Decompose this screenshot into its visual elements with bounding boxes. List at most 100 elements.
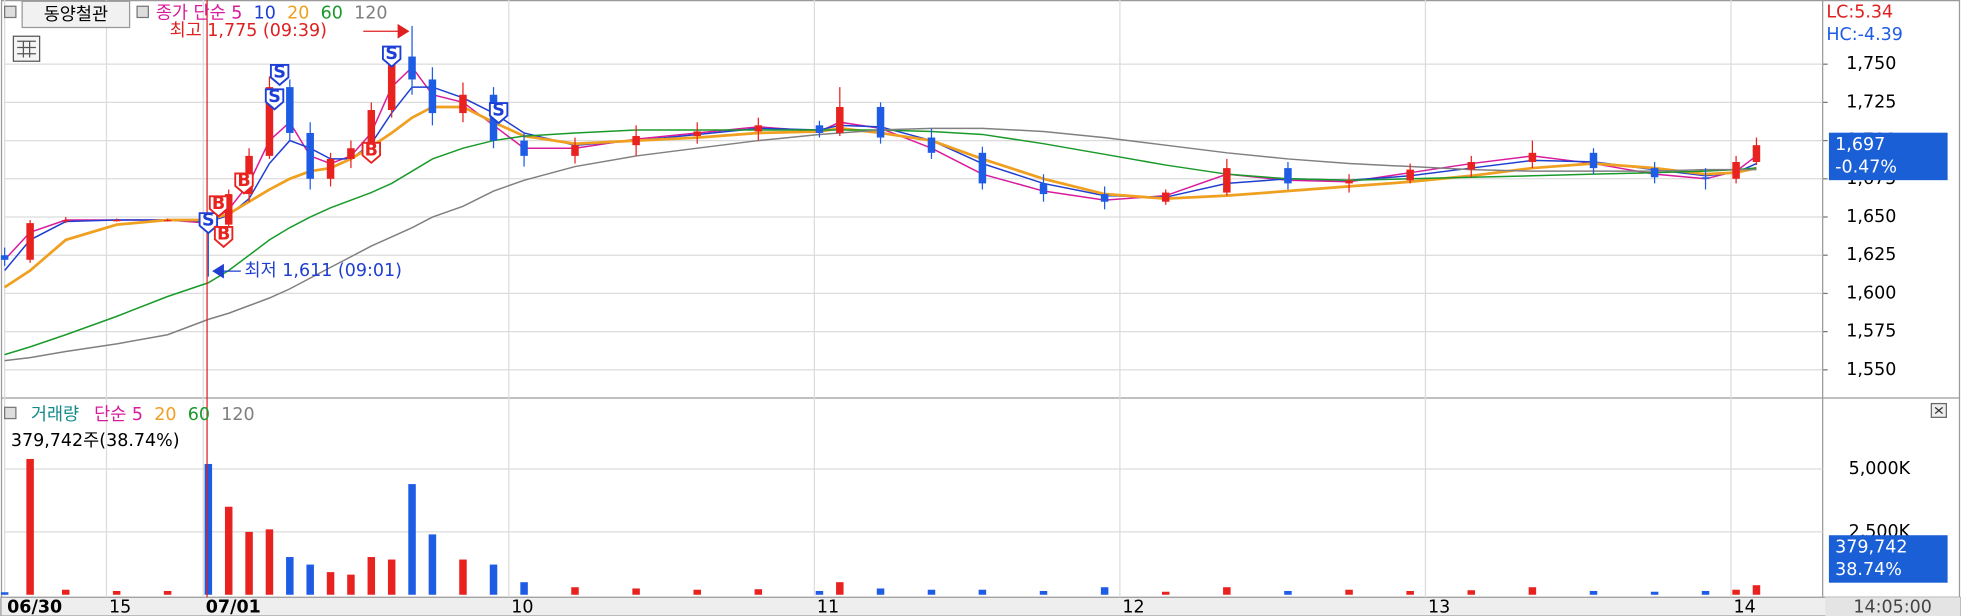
legend: 종가 단순 5 10 20 60 120: [156, 4, 388, 24]
y-tick-label: 1,625: [1846, 245, 1896, 265]
volume-bar: [754, 589, 763, 595]
volume-bar: [520, 582, 528, 595]
candle-body: [112, 220, 121, 222]
volume-bar: [632, 588, 640, 595]
volume-bar: [245, 531, 253, 595]
volume-bar: [693, 589, 701, 595]
candle-body: [428, 79, 437, 114]
volume-title: 거래량: [31, 405, 79, 425]
candle-body: [326, 158, 335, 179]
signal-label: B: [212, 194, 225, 214]
legend-entry: 10: [254, 4, 276, 24]
candle-body: [387, 56, 396, 111]
signal-marker: [213, 225, 234, 249]
checkbox[interactable]: [4, 406, 17, 420]
candle-body: [1345, 180, 1353, 184]
volume-bar: [571, 587, 579, 595]
time-box: [1825, 597, 1961, 616]
hc-label: HC:-4.39: [1826, 25, 1903, 45]
checkbox[interactable]: [4, 5, 17, 19]
x-tick-label: 07/01: [206, 597, 261, 616]
candle-body: [1039, 183, 1048, 195]
candle-body: [1528, 152, 1537, 162]
volume-bar: [489, 564, 498, 595]
legend-entry: 20: [154, 405, 176, 425]
volume-bar: [1223, 587, 1231, 595]
volume-bar: [1100, 587, 1109, 595]
candle-body: [62, 220, 70, 222]
volume-bar: [204, 463, 213, 595]
x-tick-label: 12: [1122, 597, 1144, 616]
volume-bar: [163, 590, 172, 595]
volume-bar: [347, 574, 355, 595]
x-tick-label: 15: [109, 597, 131, 616]
volume-bar: [367, 557, 376, 595]
table-icon-lines: [17, 40, 36, 58]
legend-entry: 종가 단순 5: [156, 4, 243, 24]
stock-name[interactable]: 동양철관: [44, 5, 108, 25]
current-price-box: [1828, 132, 1948, 181]
candle-body: [571, 145, 579, 156]
candle-body: [0, 255, 9, 260]
legend-entry: 단순 5: [94, 405, 143, 425]
candle-body: [1752, 145, 1761, 162]
candle-body: [1284, 168, 1292, 184]
signal-label: S: [202, 211, 215, 231]
legend-entry: 120: [354, 4, 387, 24]
volume-bar: [459, 559, 467, 595]
candle-body: [265, 87, 274, 156]
volume-bar: [1650, 591, 1659, 595]
volume-bar: [1345, 589, 1353, 595]
candle-body: [347, 148, 355, 159]
candle-body: [224, 194, 233, 225]
signal-marker: [381, 45, 402, 68]
y-tick-label: 5,000K: [1849, 459, 1911, 479]
x-tick-label: 14: [1733, 597, 1755, 616]
signal-label: B: [237, 171, 250, 191]
current-volume: 379,742: [1835, 538, 1907, 558]
x-axis-strip: [0, 596, 1961, 616]
y-tick-label: 1,650: [1846, 207, 1896, 227]
signal-label: S: [273, 62, 286, 82]
volume-legend: 거래량 단순 5 20 60 120: [31, 405, 255, 425]
candle-body: [1406, 169, 1414, 181]
y-tick-label: 1,600: [1846, 283, 1896, 303]
signal-label: S: [268, 87, 281, 107]
signal-label: S: [492, 101, 505, 121]
y-tick-label: 1,550: [1846, 360, 1896, 380]
current-volume-pct: 38.74%: [1835, 560, 1902, 580]
volume-bar: [876, 588, 885, 595]
close-icon: [1934, 406, 1944, 415]
high-arrow: [363, 23, 410, 39]
volume-bar: [306, 564, 314, 595]
volume-bar: [1284, 590, 1292, 595]
volume-bar: [224, 506, 233, 595]
signal-marker: [488, 102, 509, 125]
candle-body: [1161, 192, 1170, 202]
volume-bar: [1039, 590, 1048, 595]
high-note: 최고 1,775 (09:39): [170, 21, 327, 41]
legend-entry: 60: [321, 4, 343, 24]
volume-bar: [1589, 590, 1598, 595]
candle-body: [459, 94, 467, 114]
y-tick-label: 1,750: [1846, 54, 1896, 74]
volume-bar: [927, 589, 936, 595]
candle-body: [632, 136, 640, 146]
volume-bar: [26, 458, 34, 595]
checkbox[interactable]: [136, 5, 149, 19]
stock-button[interactable]: [21, 0, 131, 29]
volume-bar: [408, 484, 416, 595]
table-icon[interactable]: [12, 35, 41, 62]
candle-body: [693, 131, 701, 137]
candle-body: [408, 56, 416, 80]
volume-bar: [836, 582, 844, 595]
volume-bar: [1752, 585, 1761, 595]
candle-body: [1732, 161, 1740, 179]
legend-entry: 120: [221, 405, 254, 425]
volume-bar: [428, 534, 437, 595]
candle-body: [754, 125, 763, 132]
signal-marker: [234, 172, 254, 195]
signal-marker: [361, 141, 381, 165]
